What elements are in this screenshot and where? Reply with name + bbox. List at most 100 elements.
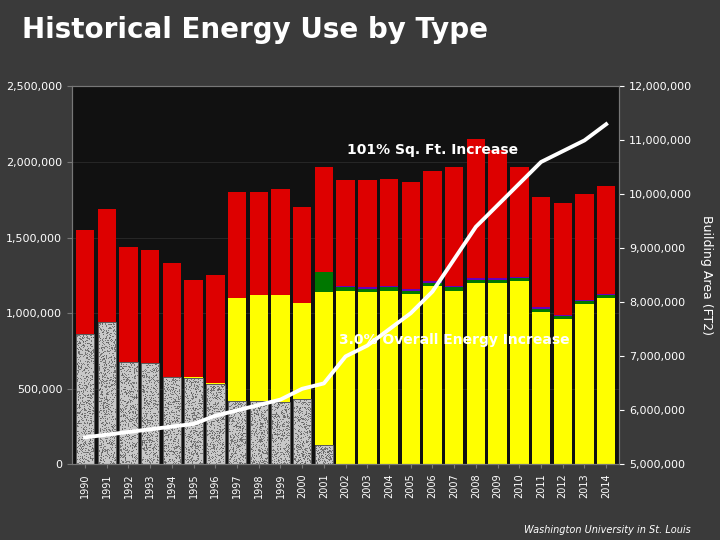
Bar [358,292,377,464]
Point [161,428,172,436]
Point [137,444,148,453]
Point [171,450,182,459]
Point [106,446,117,455]
Point [189,448,200,456]
Point [323,455,335,463]
Point [97,325,109,334]
Point [302,401,313,410]
Point [76,384,88,393]
Point [207,386,218,395]
Point [268,457,279,465]
Point [294,456,305,464]
Point [84,353,96,361]
Bar [467,279,485,280]
Point [94,362,105,371]
Point [148,445,159,454]
Point [223,447,235,456]
Point [215,450,227,458]
Point [164,436,176,445]
Point [118,444,130,453]
Point [109,441,120,449]
Point [214,455,225,464]
Point [130,357,142,366]
Point [312,454,323,462]
Point [102,438,113,447]
Point [105,419,117,428]
Point [295,411,307,420]
Point [302,428,313,436]
Point [140,414,151,423]
Point [102,336,114,345]
Point [255,409,266,418]
Point [137,423,148,431]
Point [81,401,93,409]
Point [257,436,269,445]
Point [315,441,327,450]
Point [171,416,183,425]
Point [98,342,109,351]
Point [320,457,331,465]
Point [202,404,213,413]
Point [140,448,151,457]
Point [103,429,114,438]
Point [238,451,249,460]
Point [261,446,273,454]
Point [238,429,249,437]
Point [101,389,112,398]
Point [297,454,308,463]
Point [126,392,138,401]
Point [300,453,311,462]
Point [86,427,97,436]
Point [140,404,152,413]
Point [94,383,105,392]
Point [145,386,157,395]
Point [270,430,282,438]
Point [274,433,285,442]
Point [270,409,282,418]
Point [120,420,131,429]
Point [145,437,156,446]
Point [84,375,96,384]
Point [119,358,130,367]
Point [123,387,135,395]
Point [256,441,267,450]
Point [246,433,257,442]
Point [230,457,241,465]
Point [107,401,118,409]
Point [121,374,132,383]
Point [124,363,135,372]
Point [109,455,120,464]
Point [73,402,84,410]
Point [107,388,119,397]
Point [315,443,327,452]
Point [140,387,151,396]
Point [125,427,136,436]
Point [191,413,202,421]
Point [96,338,108,347]
Point [276,410,287,418]
Point [122,388,134,396]
Point [271,423,283,431]
Point [159,380,171,388]
Point [121,375,132,383]
Point [310,456,322,465]
Point [210,429,221,437]
Point [197,378,208,387]
Point [208,382,220,391]
Point [109,370,121,379]
Point [189,397,201,406]
Point [250,436,261,444]
Building Area [320,380,328,387]
Point [233,437,245,445]
Point [84,380,96,388]
Point [191,417,202,426]
Building Area [211,413,220,419]
Point [122,447,134,456]
Point [289,454,300,463]
Point [192,452,203,461]
Point [188,449,199,458]
Point [239,451,251,460]
Point [128,417,140,426]
Point [71,336,82,345]
Point [71,388,83,397]
